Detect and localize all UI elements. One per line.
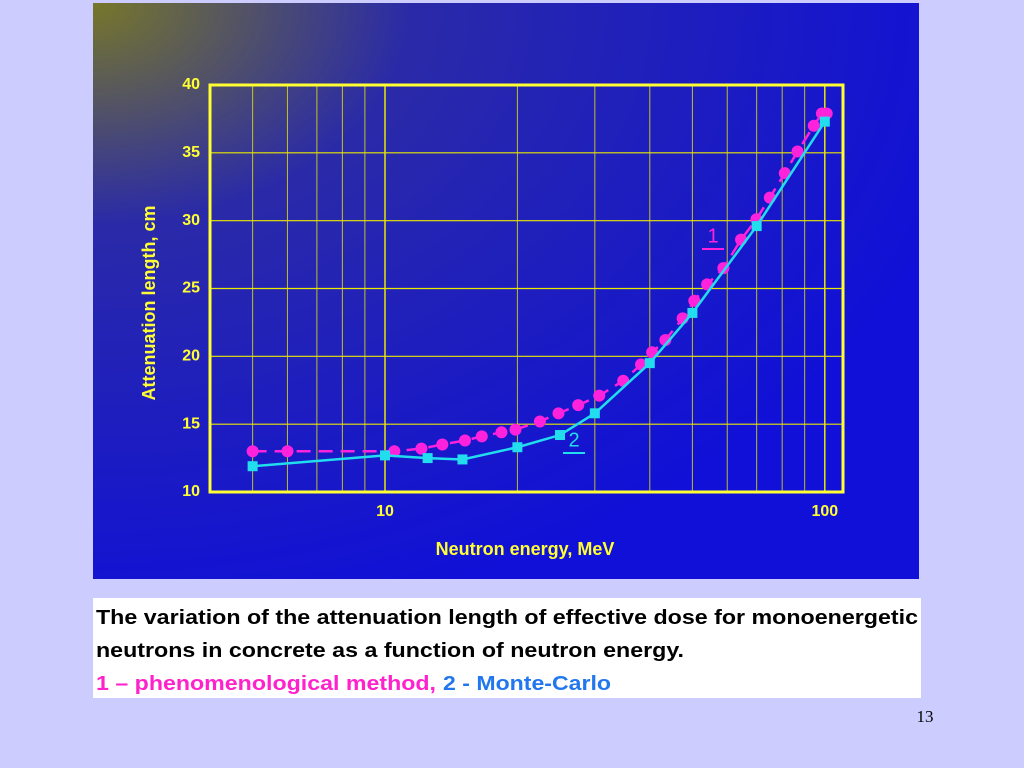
data-point — [436, 438, 449, 451]
data-point — [819, 116, 830, 127]
data-point — [593, 389, 606, 402]
y-tick-label: 15 — [182, 415, 200, 432]
x-axis-label: Neutron energy, MeV — [436, 539, 615, 559]
data-point — [751, 221, 762, 232]
data-point — [688, 294, 701, 307]
x-tick-label: 100 — [811, 503, 838, 520]
data-point — [807, 119, 820, 132]
y-tick-label: 25 — [182, 280, 200, 297]
data-point — [791, 145, 804, 158]
y-tick-label: 30 — [182, 212, 200, 229]
data-point — [572, 399, 585, 412]
caption-legend: 1 – phenomenological method, — [96, 673, 436, 695]
caption-line: neutrons in concrete as a function of ne… — [96, 640, 684, 662]
plot-frame — [208, 83, 845, 494]
y-tick-label: 40 — [182, 76, 200, 93]
data-point — [533, 415, 546, 428]
y-tick-label: 20 — [182, 348, 200, 365]
data-point — [552, 407, 565, 420]
data-point — [281, 445, 294, 458]
data-point — [415, 442, 428, 455]
data-point — [247, 461, 258, 472]
caption-line: The variation of the attenuation length … — [96, 607, 918, 629]
plot: 10 100 10 15 20 25 30 35 40 1 2 — [182, 76, 845, 520]
series-label: 1 — [707, 225, 718, 247]
data-point — [380, 450, 391, 461]
page-number: 13 — [917, 707, 934, 726]
data-point — [509, 423, 522, 436]
data-point — [458, 434, 471, 447]
y-tick-label: 35 — [182, 144, 200, 161]
data-point — [589, 408, 600, 419]
data-point — [422, 453, 433, 464]
y-tick-label: 10 — [182, 483, 200, 500]
chart-panel — [93, 3, 919, 579]
series-label: 2 — [568, 429, 579, 451]
data-point — [820, 107, 833, 120]
data-point — [644, 358, 655, 369]
caption-box — [93, 598, 921, 698]
caption-legend: 2 - Monte-Carlo — [443, 673, 611, 695]
data-point — [246, 445, 259, 458]
data-point — [512, 442, 523, 453]
data-point — [687, 307, 698, 318]
data-point — [388, 445, 401, 458]
y-axis-label: Attenuation length, cm — [139, 206, 159, 401]
data-point — [495, 426, 508, 439]
data-point — [555, 430, 566, 441]
data-point — [457, 454, 468, 465]
data-point — [475, 430, 488, 443]
x-tick-label: 10 — [376, 503, 394, 520]
